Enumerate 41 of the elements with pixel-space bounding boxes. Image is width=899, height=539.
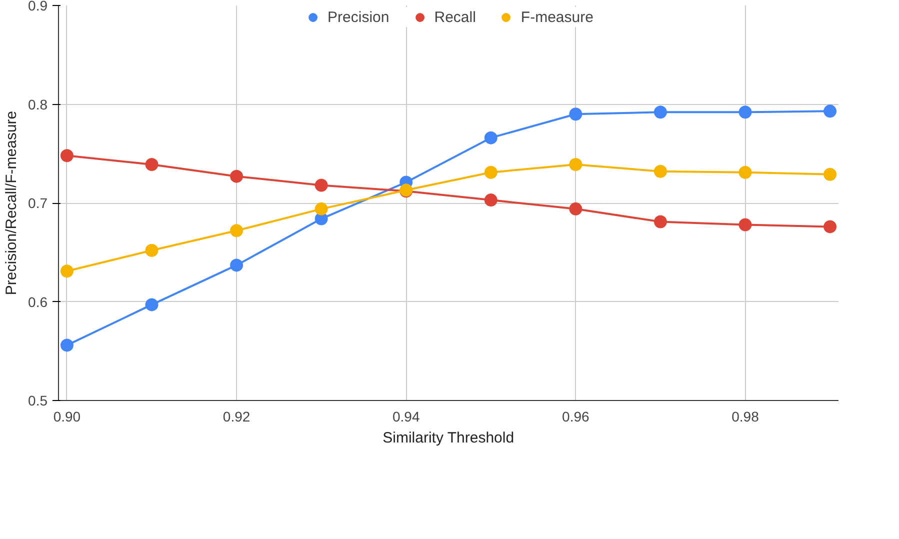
point xyxy=(569,158,582,171)
x-tick-label: 0.96 xyxy=(562,408,590,424)
point xyxy=(314,178,328,192)
x-tick-label: 0.92 xyxy=(222,408,250,424)
x-tick-label: 0.94 xyxy=(392,408,420,424)
point xyxy=(738,106,752,119)
point xyxy=(824,220,837,234)
point xyxy=(60,338,74,352)
point xyxy=(738,166,752,179)
y-tick-label: 0.9 xyxy=(28,0,48,14)
x-tick-label: 0.90 xyxy=(53,408,81,424)
y-tick-label: 0.7 xyxy=(28,195,48,211)
point xyxy=(230,258,244,272)
y-tick-label: 0.6 xyxy=(28,294,48,310)
point xyxy=(654,215,667,228)
legend-label: Precision xyxy=(328,8,390,26)
point xyxy=(484,131,498,144)
x-tick-label: 0.98 xyxy=(732,408,760,424)
point xyxy=(824,168,837,181)
point xyxy=(145,298,158,312)
point xyxy=(145,158,158,171)
point xyxy=(60,264,74,278)
point xyxy=(569,108,582,121)
point xyxy=(230,224,244,238)
point xyxy=(738,218,752,232)
legend-label: F-measure xyxy=(520,8,594,26)
point xyxy=(484,194,498,207)
y-tick-label: 0.8 xyxy=(28,96,48,112)
point xyxy=(654,106,667,119)
point xyxy=(145,244,158,257)
point xyxy=(314,202,328,216)
x-axis-title: Similarity Threshold xyxy=(382,430,514,446)
point xyxy=(569,202,582,216)
legend-label: Recall xyxy=(434,8,476,26)
y-axis-title: Precision/Recall/F-measure xyxy=(3,110,20,296)
point xyxy=(60,149,74,162)
y-tick-label: 0.5 xyxy=(28,392,48,408)
point xyxy=(824,104,837,118)
point xyxy=(484,166,498,179)
point xyxy=(230,170,244,183)
point xyxy=(654,164,667,178)
